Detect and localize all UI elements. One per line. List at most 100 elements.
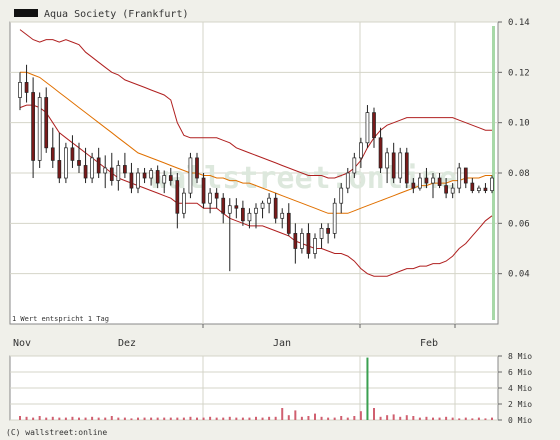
- volume-bar: [143, 417, 146, 420]
- volume-bar: [64, 417, 67, 420]
- volume-bar: [150, 417, 153, 420]
- candle-body: [77, 160, 81, 166]
- candle-body: [286, 212, 291, 234]
- y-tick-label: 0.08: [508, 169, 530, 179]
- candle-body: [326, 228, 330, 234]
- x-tick-label: Dez: [118, 338, 136, 349]
- volume-bar: [294, 410, 297, 420]
- volume-bar: [137, 417, 139, 420]
- candle-body: [31, 92, 35, 161]
- candle-body: [306, 233, 311, 254]
- candle-body: [398, 152, 403, 179]
- volume-bar: [359, 411, 362, 420]
- candle-body: [260, 202, 265, 209]
- y-tick-label: 0.06: [508, 219, 530, 229]
- candle-body: [254, 207, 258, 214]
- candle-body: [182, 192, 186, 214]
- volume-bar: [399, 416, 402, 420]
- candle-body: [418, 177, 422, 189]
- candle-body: [378, 137, 383, 169]
- volume-bar: [477, 417, 480, 420]
- candle-body: [359, 142, 363, 159]
- volume-bar: [78, 417, 80, 420]
- volume-bar: [425, 416, 428, 420]
- volume-bar: [464, 417, 467, 420]
- y-tick-label: 0.14: [508, 18, 530, 28]
- volume-bar: [248, 417, 251, 420]
- candle-body: [70, 147, 75, 161]
- candle-body: [234, 205, 239, 209]
- candle-body: [339, 187, 344, 204]
- volume-bar: [202, 417, 205, 420]
- volume-bar: [84, 417, 87, 420]
- candle-body: [450, 187, 455, 194]
- latest-marker: [492, 26, 495, 320]
- candle-body: [83, 165, 88, 179]
- volume-bar: [104, 417, 107, 420]
- legend-swatch: [14, 9, 38, 17]
- candle-body: [273, 197, 278, 219]
- volume-bar: [373, 408, 375, 420]
- volume-tick-label: 0 Mio: [508, 416, 532, 425]
- volume-bar: [123, 417, 126, 420]
- volume-bar: [71, 416, 74, 420]
- volume-bar: [58, 417, 61, 420]
- volume-bar: [412, 416, 415, 420]
- volume-bar: [176, 417, 179, 420]
- volume-bar: [340, 416, 343, 420]
- candle-body: [37, 97, 42, 161]
- candle-body: [411, 182, 416, 189]
- volume-bar: [418, 417, 421, 420]
- candle-body: [319, 228, 324, 239]
- y-tick-label: 0.10: [508, 119, 530, 129]
- volume-bar: [307, 416, 310, 420]
- volume-bar: [451, 417, 454, 420]
- candle-body: [490, 177, 494, 191]
- volume-bar: [327, 417, 330, 420]
- candle-body: [247, 212, 252, 222]
- candle-body: [463, 167, 468, 184]
- volume-bar: [97, 417, 100, 420]
- period-note: 1 Wert entspricht 1 Tag: [12, 315, 109, 323]
- volume-bar: [445, 416, 448, 420]
- candle-body: [44, 97, 49, 149]
- volume-bar: [196, 417, 198, 420]
- volume-bar: [19, 416, 21, 420]
- volume-bar: [392, 414, 395, 420]
- candle-body: [470, 182, 475, 191]
- volume-tick-label: 8 Mio: [508, 352, 532, 361]
- volume-bar: [274, 416, 277, 420]
- volume-bar: [300, 416, 303, 420]
- candle-body: [168, 175, 173, 181]
- candle-body: [162, 175, 167, 184]
- candle-body: [437, 177, 442, 186]
- volume-bar: [228, 416, 231, 420]
- volume-bar: [287, 415, 290, 420]
- volume-bar: [379, 416, 382, 420]
- volume-bar: [215, 417, 218, 420]
- volume-bar: [333, 417, 336, 420]
- candle-body: [142, 172, 147, 179]
- candle-body: [18, 82, 22, 98]
- volume-bar: [156, 417, 159, 420]
- candle-body: [241, 207, 245, 222]
- volume-bar: [432, 417, 434, 420]
- volume-bar: [222, 417, 225, 420]
- volume-bar: [209, 416, 212, 420]
- candle-body: [116, 165, 121, 181]
- volume-bar: [189, 416, 192, 420]
- chart-title: Aqua Society (Frankfurt): [44, 9, 189, 20]
- volume-tick-label: 2 Mio: [508, 400, 532, 409]
- candle-body: [64, 147, 68, 179]
- candle-body: [372, 112, 376, 139]
- volume-tick-label: 4 Mio: [508, 384, 532, 393]
- x-tick-label: Jan: [273, 338, 291, 349]
- volume-bar: [366, 357, 369, 420]
- candle-body: [175, 180, 180, 214]
- candle-body: [404, 152, 409, 184]
- candle-body: [352, 157, 357, 174]
- volume-bar: [182, 417, 185, 420]
- volume-bar: [471, 418, 474, 420]
- candle-body: [214, 192, 219, 199]
